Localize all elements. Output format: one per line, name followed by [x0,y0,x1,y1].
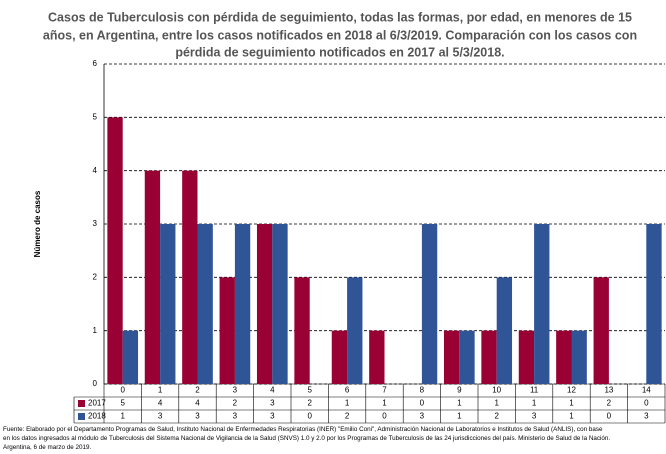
x-tick-label: 13 [604,386,613,395]
table-value: 0 [382,412,387,421]
legend-swatch [78,400,85,407]
x-tick-label: 1 [158,386,163,395]
y-tick-label: 3 [93,219,98,228]
table-value: 1 [382,399,387,408]
bar [256,224,273,384]
bar [144,170,161,384]
x-tick-label: 6 [345,386,350,395]
source: Argentina, 6 de marzo de 2019. [3,444,91,451]
table-value: 0 [420,399,425,408]
table-value: 3 [270,399,275,408]
bar [107,117,123,384]
table-value: 3 [420,412,425,421]
bar [459,330,475,384]
x-tick-label: 8 [420,386,425,395]
table-value: 0 [644,399,649,408]
y-tick-label: 2 [93,272,98,281]
bar [122,330,139,384]
bar [294,277,310,384]
table-value: 1 [569,412,574,421]
bar [496,277,513,384]
table-value: 3 [532,412,537,421]
bar [347,277,363,384]
table-value: 1 [457,399,462,408]
table-value: 1 [120,412,125,421]
table-value: 0 [307,412,312,421]
table-value: 1 [569,399,574,408]
y-tick-label: 6 [93,59,98,68]
y-tick-label: 4 [93,166,98,175]
table-value: 4 [158,399,163,408]
bar [481,330,497,384]
x-tick-label: 11 [530,386,539,395]
table-value: 2 [345,412,350,421]
bar [197,224,213,384]
bar [518,330,535,384]
bar [331,330,348,384]
bar [593,277,609,384]
bar [443,330,460,384]
bar [182,170,198,384]
table-value: 5 [120,399,125,408]
x-tick-label: 10 [492,386,501,395]
table-value: 3 [233,412,238,421]
bar [219,277,235,384]
table-value: 3 [195,412,200,421]
bar [571,330,587,384]
table-value: 2 [233,399,238,408]
x-tick-label: 7 [382,386,387,395]
table-value: 2 [307,399,312,408]
source: Fuente: Elaborado por el Departamento Pr… [3,426,603,433]
chart-title: Casos de Tuberculosis con pérdida de seg… [48,10,632,24]
table-value: 1 [457,412,462,421]
y-tick-label: 0 [93,379,98,388]
y-axis-label: Número de casos [33,190,42,257]
bar [534,224,550,384]
x-tick-label: 3 [233,386,238,395]
y-tick-label: 5 [93,112,98,121]
x-tick-label: 5 [307,386,312,395]
bar [556,330,572,384]
table-value: 2 [607,399,612,408]
x-tick-label: 0 [120,386,125,395]
legend-swatch [78,413,85,420]
chart-title: pérdida de seguimiento notificados en 20… [175,45,504,59]
x-tick-label: 4 [270,386,275,395]
bar [421,224,438,384]
x-tick-label: 2 [195,386,200,395]
table-value: 3 [158,412,163,421]
x-tick-label: 9 [457,386,462,395]
bar [160,224,176,384]
table-value: 4 [195,399,200,408]
table-value: 3 [270,412,275,421]
bar [369,330,385,384]
bar [234,224,251,384]
x-tick-label: 12 [567,386,576,395]
table-value: 3 [644,412,649,421]
chart-title: años, en Argentina, entre los casos noti… [43,28,637,42]
y-tick-label: 1 [93,326,98,335]
x-tick-label: 14 [642,386,651,395]
table-value: 0 [607,412,612,421]
bar [646,224,662,384]
bar [272,224,288,384]
table-value: 1 [532,399,537,408]
legend-label: 2017 [88,399,106,408]
table-value: 1 [345,399,350,408]
table-value: 1 [494,399,499,408]
source: en los datos ingresados al módulo de Tub… [3,435,610,442]
legend-label: 2018 [88,412,106,421]
table-value: 2 [494,412,499,421]
